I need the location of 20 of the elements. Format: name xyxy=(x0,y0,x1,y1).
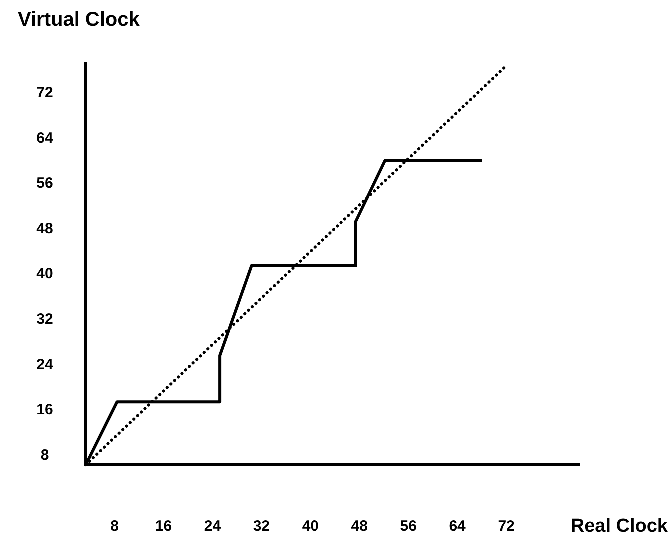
x-tick-label: 24 xyxy=(204,518,222,535)
y-tick-label: 40 xyxy=(36,266,54,283)
x-tick-label: 16 xyxy=(155,518,172,535)
y-axis-title: Virtual Clock xyxy=(18,9,141,31)
y-tick-label: 64 xyxy=(36,130,54,147)
x-tick-label: 8 xyxy=(110,518,119,535)
y-tick-label: 24 xyxy=(36,356,54,374)
x-tick-label: 32 xyxy=(253,518,270,535)
x-tick-label: 64 xyxy=(449,518,467,535)
x-tick-label: 56 xyxy=(400,518,417,535)
x-tick-label: 40 xyxy=(302,518,319,535)
y-tick-label: 8 xyxy=(40,446,50,464)
y-tick-label: 16 xyxy=(36,402,54,419)
x-axis-title: Real Clock xyxy=(570,516,668,536)
y-tick-label: 32 xyxy=(36,310,54,328)
x-tick-label: 48 xyxy=(351,518,368,535)
y-tick-label: 56 xyxy=(36,175,54,192)
y-tick-label: 72 xyxy=(36,84,54,102)
x-tick-label: 72 xyxy=(498,518,515,535)
y-tick-label: 48 xyxy=(36,220,54,238)
